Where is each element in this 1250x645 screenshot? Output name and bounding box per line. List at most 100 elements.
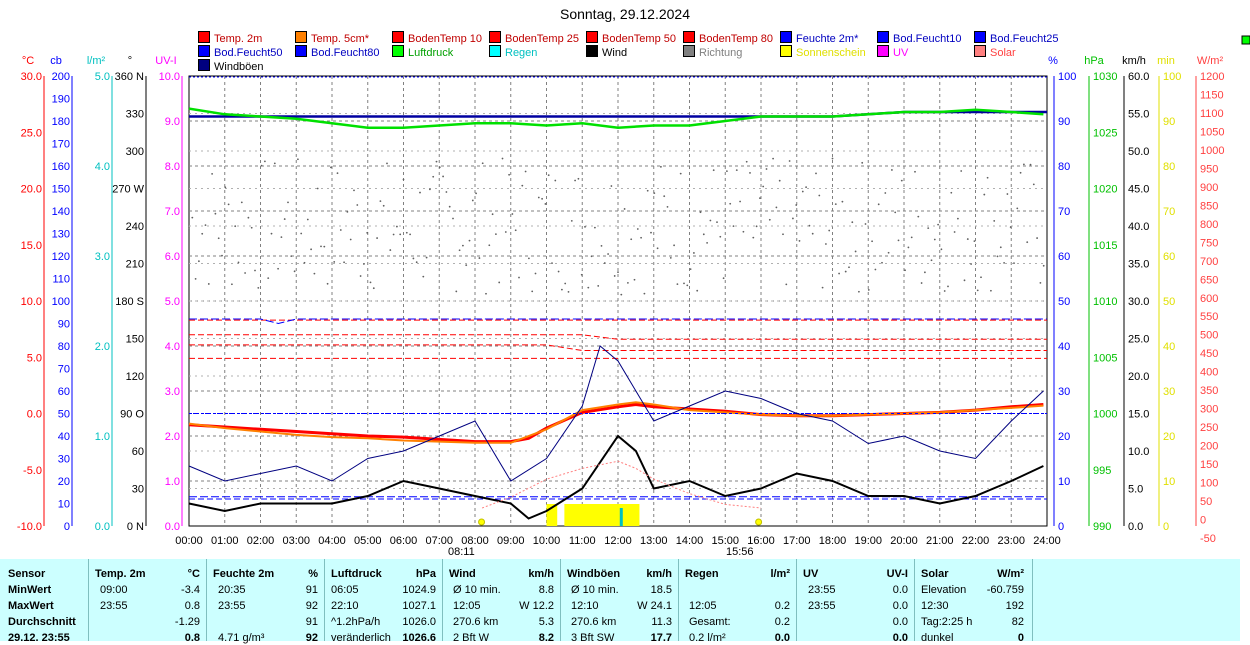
x-tick-label: 22:00 [962, 535, 990, 547]
legend-swatch [489, 45, 501, 57]
wind-direction-point [267, 277, 270, 280]
wind-direction-point [481, 162, 484, 165]
wind-direction-point [590, 255, 593, 258]
y-tick-label: 160 [52, 161, 70, 173]
axis-unit-label: ° [128, 55, 132, 67]
wind-direction-point [950, 191, 953, 194]
statistics-table: Sensor Temp. 2m °C Feuchte 2m% Luftdruck hPa W… [0, 559, 1240, 644]
x-tick-label: 03:00 [282, 535, 310, 547]
sunshine-bar [564, 504, 640, 526]
stats-row-label: Durchschnitt [8, 616, 76, 628]
wind-direction-point [640, 236, 642, 239]
y-tick-label: 180 [52, 116, 70, 128]
y-tick-label: 40 [58, 431, 70, 443]
x-tick-label: 11:00 [569, 535, 596, 547]
y-tick-label: 1010 [1093, 296, 1117, 308]
wind-direction-point [561, 288, 563, 291]
wind-direction-point [422, 275, 425, 278]
stats-cell-time: 12:05 [453, 600, 481, 612]
legend-swatch [295, 31, 307, 43]
wind-direction-point [884, 192, 887, 194]
wind-direction-point [620, 293, 623, 296]
stats-cell-value: W 24.1 [637, 600, 672, 612]
y-tick-label: 70 [58, 364, 70, 376]
wind-direction-point [1032, 183, 1035, 186]
y-tick-label: 25.0 [21, 127, 42, 139]
wind-direction-point [277, 267, 279, 270]
y-tick-label: 50 [1200, 496, 1212, 508]
stats-cell-value: 0.0 [774, 632, 790, 644]
y-tick-label: 25.0 [1128, 334, 1149, 346]
y-tick-label: 80 [58, 341, 70, 353]
stats-cell-time: 2 Bft W [453, 632, 490, 644]
legend-label: Sonnenschein [796, 47, 866, 59]
stats-cell-value: 0.0 [892, 584, 908, 596]
stats-header: hPa [415, 568, 436, 580]
stats-cell-value: 192 [1005, 600, 1024, 612]
wind-direction-point [495, 233, 497, 235]
legend-label: Bod.Feucht80 [311, 47, 380, 59]
wind-direction-point [488, 244, 491, 247]
wind-direction-point [1009, 226, 1012, 228]
stats-cell-value: 82 [1011, 616, 1024, 628]
wind-direction-point [930, 259, 933, 262]
y-tick-label: 50 [58, 409, 70, 421]
wind-direction-point [250, 226, 253, 229]
wind-direction-point [1013, 262, 1015, 265]
x-tick-label: 08:00 [461, 535, 489, 547]
wind-direction-point [775, 206, 778, 209]
y-tick-label: 1015 [1093, 240, 1117, 252]
stats-row-label: 29.12. 23:55 [8, 632, 70, 644]
wind-direction-point [1036, 237, 1038, 239]
wind-direction-point [201, 232, 204, 235]
wind-direction-point [508, 173, 510, 176]
legend-item: BodenTemp 80 [683, 31, 773, 45]
y-tick-label: 90 [1058, 116, 1070, 128]
wind-direction-point [653, 192, 656, 195]
axis-unit-label: °C [22, 55, 34, 67]
y-tick-label: 30.0 [21, 71, 42, 83]
wind-direction-point [491, 213, 494, 216]
wind-direction-point [392, 233, 395, 236]
wind-direction-point [818, 194, 821, 197]
wind-direction-point [825, 243, 827, 245]
legend-swatch [683, 31, 695, 43]
legend-swatch [877, 31, 889, 43]
stats-cell-time: 06:05 [331, 584, 359, 596]
wind-direction-point [363, 263, 365, 265]
wind-direction-point [679, 172, 682, 175]
wind-direction-point [920, 282, 923, 284]
wind-direction-point [234, 225, 237, 228]
wind-direction-point [580, 273, 583, 276]
wind-direction-point [854, 250, 857, 253]
wind-direction-point [669, 257, 672, 259]
y-tick-label: 7.0 [165, 206, 180, 218]
y-tick-label: 4.0 [95, 161, 110, 173]
legend-swatch [683, 45, 695, 57]
wind-direction-point [376, 237, 378, 239]
wind-direction-point [848, 266, 850, 269]
stats-cell-time: 12:10 [571, 600, 599, 612]
y-tick-label: 0 [1058, 521, 1064, 533]
y-tick-label: 45.0 [1128, 184, 1149, 196]
wind-direction-point [227, 203, 230, 206]
legend-label: Windböen [214, 61, 264, 73]
wind-direction-point [544, 203, 547, 205]
legend-label: Wind [602, 47, 628, 59]
legend-swatch [974, 31, 986, 43]
stats-header: Wind [449, 568, 476, 580]
y-tick-label: 210 [126, 259, 144, 271]
wind-direction-point [973, 240, 976, 243]
wind-direction-point [471, 199, 474, 202]
x-tick-label: 24:00 [1033, 535, 1061, 547]
stats-cell-time: 270.6 km [453, 616, 499, 628]
y-tick-label: 4.0 [165, 341, 180, 353]
y-tick-label: 200 [1200, 441, 1218, 453]
x-tick-label: 02:00 [247, 535, 275, 547]
wind-direction-point [762, 185, 765, 188]
y-tick-label: 330 [126, 109, 144, 121]
stats-cell-value: 92 [305, 632, 318, 644]
axis-unit-label: UV-I [155, 55, 176, 67]
legend-item: Temp. 2m [198, 31, 262, 45]
wind-direction-point [643, 292, 646, 295]
